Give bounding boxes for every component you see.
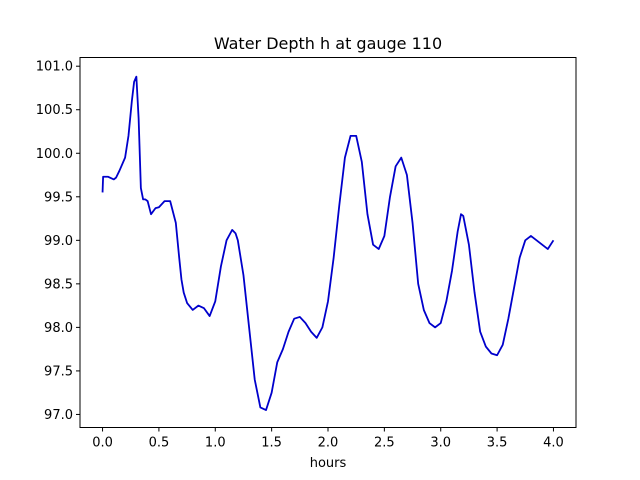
x-tick-label: 3.5 [487,436,508,451]
y-axis: 97.0 97.5 98.0 98.5 99.0 99.5 100.0 100.5 101.0 [36,60,80,423]
y-tick-label: 99.5 [44,190,73,205]
x-tick-label: 3.0 [430,436,451,451]
y-tick-label: 99.0 [44,234,73,249]
x-tick-label: 0.0 [92,436,113,451]
x-axis-label: hours [310,456,347,471]
plot-area [101,75,555,411]
y-tick-label: 98.5 [44,277,73,292]
y-tick-label: 101.0 [36,60,73,75]
x-tick-label: 2.0 [318,436,339,451]
x-tick-label: 2.5 [374,436,395,451]
x-axis: 0.0 0.5 1.0 1.5 2.0 2.5 3.0 3.5 4.0 [92,427,564,451]
y-tick-label: 97.5 [44,364,73,379]
x-tick-label: 0.5 [149,436,170,451]
y-tick-label: 98.0 [44,321,73,336]
plot-frame [79,57,577,428]
x-tick-label: 1.5 [261,436,282,451]
x-tick-label: 1.0 [205,436,226,451]
y-tick-label: 100.0 [36,147,73,162]
series-line-0 [101,75,555,411]
y-tick-label: 97.0 [44,408,73,423]
chart-title: Water Depth h at gauge 110 [214,34,442,53]
x-tick-label: 4.0 [543,436,564,451]
y-tick-label: 100.5 [36,103,73,118]
